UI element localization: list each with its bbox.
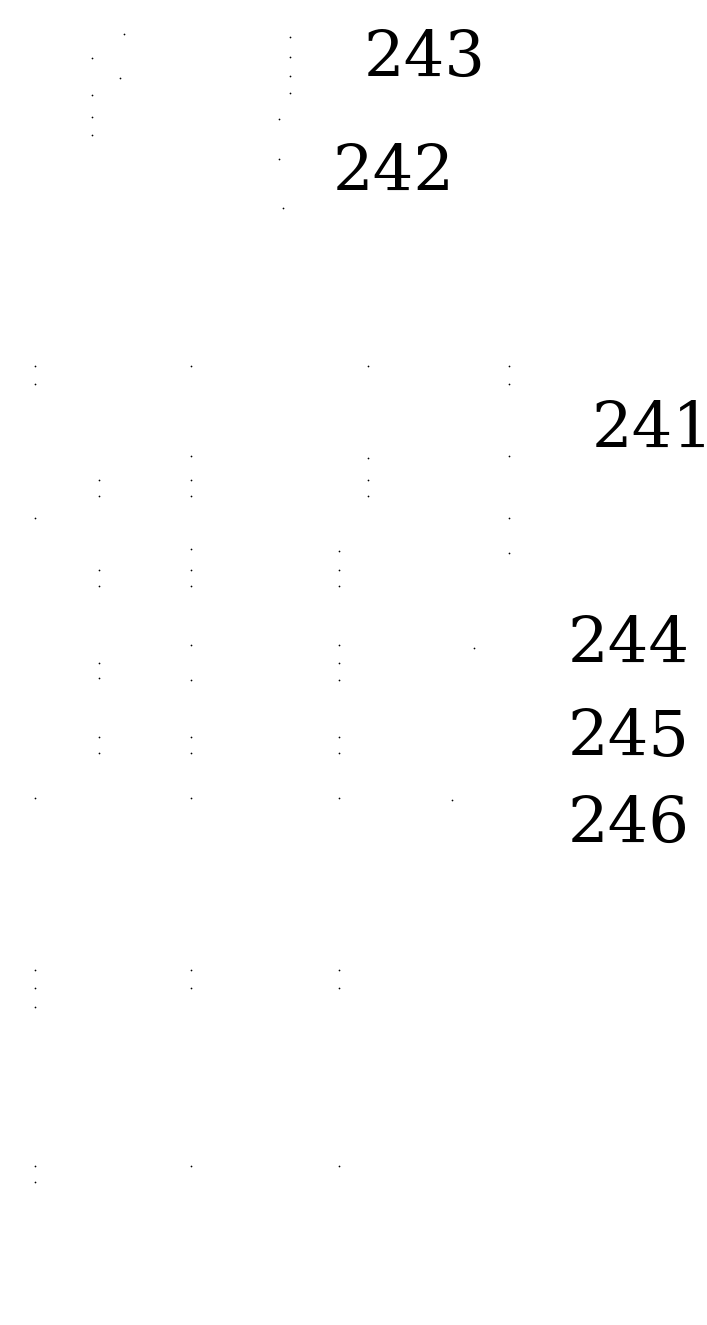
- Text: 246: 246: [567, 795, 689, 856]
- Text: 243: 243: [364, 29, 486, 90]
- Text: 241: 241: [592, 400, 707, 461]
- Text: 245: 245: [568, 708, 689, 768]
- Text: 244: 244: [567, 615, 689, 676]
- Text: 242: 242: [332, 143, 455, 204]
